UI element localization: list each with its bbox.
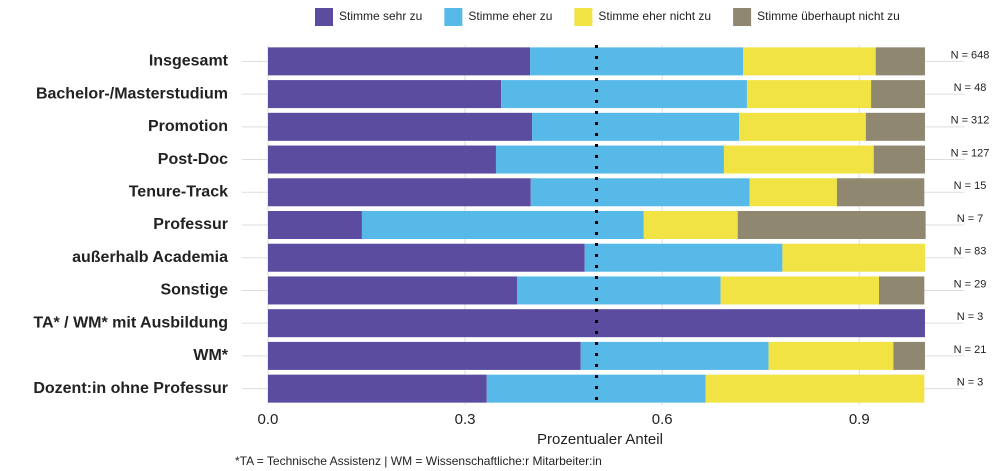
category-label: Professur [153, 216, 228, 233]
bar-segment [720, 276, 879, 305]
legend-swatch [574, 8, 593, 26]
category-label: Dozent:in ohne Professur [33, 380, 228, 397]
n-label: N = 312 [951, 115, 990, 127]
bar-segment [495, 145, 724, 174]
category-label: außerhalb Academia [72, 249, 228, 266]
x-tick-label: 0.6 [652, 411, 673, 428]
bar-segment [768, 341, 894, 370]
x-axis-label: Prozentualer Anteil [537, 431, 663, 448]
n-label: N = 7 [957, 213, 984, 225]
bar-segment [739, 112, 866, 141]
bar-segment [532, 112, 740, 141]
n-label: N = 3 [957, 311, 984, 323]
bar-segment [742, 47, 876, 76]
bar-segment [516, 276, 721, 305]
bar-segment [893, 341, 925, 370]
bar-segment [746, 80, 872, 109]
bar-segment [643, 211, 738, 239]
bar-segment [580, 341, 769, 370]
n-label: N = 127 [951, 147, 990, 159]
n-label: N = 15 [954, 180, 987, 192]
x-tick-label: 0.9 [849, 411, 870, 428]
n-label: N = 83 [954, 246, 987, 258]
legend-swatch [733, 8, 752, 26]
bar-segment [530, 178, 750, 207]
bar-segment [878, 276, 925, 305]
bar-segment [267, 211, 362, 239]
category-label: Tenure-Track [129, 183, 228, 200]
bar-segment [737, 211, 926, 239]
category-label: Insgesamt [149, 53, 229, 70]
n-label: N = 48 [954, 82, 987, 94]
bar-segment [723, 145, 874, 174]
legend-label: Stimme eher nicht zu [598, 9, 711, 23]
bar-segment [267, 374, 487, 403]
bar-segment [749, 178, 837, 207]
legend-label: Stimme eher zu [468, 9, 552, 23]
category-label: Promotion [148, 118, 228, 135]
bar-segment [267, 341, 581, 370]
bar-segment [267, 80, 502, 109]
x-tick-label: 0.0 [258, 411, 279, 428]
bar-segment [267, 112, 533, 141]
legend-label: Stimme sehr zu [339, 9, 422, 23]
bar-segment [267, 178, 531, 207]
legend-swatch [315, 8, 333, 26]
category-label: Sonstige [160, 282, 228, 299]
bar-segment [782, 243, 925, 272]
n-label: N = 3 [957, 377, 984, 389]
category-label: WM* [193, 347, 228, 364]
n-label: N = 21 [954, 344, 987, 356]
bar-segment [267, 276, 517, 305]
bar-segment [530, 47, 743, 76]
bar-segment [267, 243, 585, 272]
bar-segment [267, 47, 531, 76]
bar-segment [705, 374, 925, 403]
bar-segment [501, 80, 747, 109]
x-tick-label: 0.3 [455, 411, 476, 428]
bar-segment [584, 243, 783, 272]
legend-swatch [444, 8, 463, 26]
bar-segment [865, 112, 925, 141]
bar-segment [873, 145, 925, 174]
n-label: N = 29 [954, 278, 987, 290]
n-label: N = 648 [951, 49, 990, 61]
bar-segment [267, 145, 496, 174]
footnote: *TA = Technische Assistenz | WM = Wissen… [235, 454, 602, 468]
legend-label: Stimme überhaupt nicht zu [757, 9, 900, 23]
category-label: TA* / WM* mit Ausbildung [33, 314, 228, 331]
bar-segment [836, 178, 925, 207]
category-label: Bachelor-/Masterstudium [36, 85, 228, 102]
category-label: Post-Doc [158, 151, 228, 168]
bar-segment [871, 80, 925, 109]
bar-segment [875, 47, 925, 76]
bar-segment [361, 211, 644, 239]
